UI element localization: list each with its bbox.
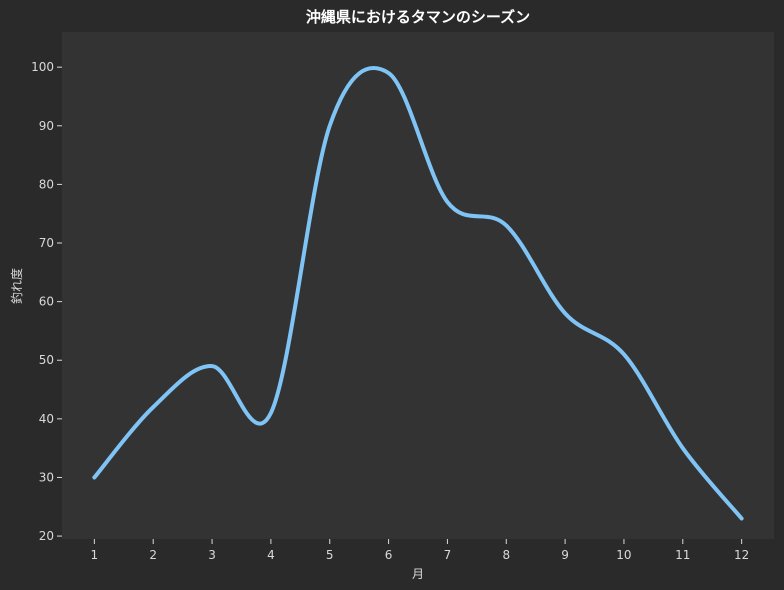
y-tick-label: 50 — [39, 353, 54, 367]
y-axis-label: 釣れ度 — [9, 268, 24, 304]
x-tick-label: 12 — [734, 548, 749, 562]
y-tick-label: 40 — [39, 412, 54, 426]
y-tick-label: 90 — [39, 119, 54, 133]
y-tick-label: 20 — [39, 529, 54, 543]
x-tick-label: 2 — [149, 548, 157, 562]
x-axis: 1 2 3 4 5 6 7 8 9 10 11 12 — [91, 539, 749, 562]
y-tick-label: 30 — [39, 470, 54, 484]
x-tick-label: 3 — [208, 548, 216, 562]
x-tick-label: 9 — [561, 548, 569, 562]
x-tick-label: 5 — [326, 548, 334, 562]
y-tick-label: 80 — [39, 177, 54, 191]
x-tick-label: 7 — [444, 548, 452, 562]
y-tick-label: 70 — [39, 236, 54, 250]
y-tick-label: 100 — [31, 60, 54, 74]
chart-title: 沖縄県におけるタマンのシーズン — [306, 8, 530, 26]
x-tick-label: 6 — [385, 548, 393, 562]
x-tick-label: 4 — [267, 548, 275, 562]
x-tick-label: 11 — [675, 548, 690, 562]
x-tick-label: 1 — [91, 548, 99, 562]
series-line-0 — [92, 65, 744, 521]
x-tick-label: 8 — [502, 548, 510, 562]
x-axis-label: 月 — [412, 567, 424, 581]
x-tick-label: 10 — [616, 548, 631, 562]
plot-area — [62, 32, 774, 539]
y-axis: 20 30 40 50 60 70 80 90 100 — [31, 60, 62, 543]
y-tick-label: 60 — [39, 295, 54, 309]
series-layer — [92, 65, 744, 521]
